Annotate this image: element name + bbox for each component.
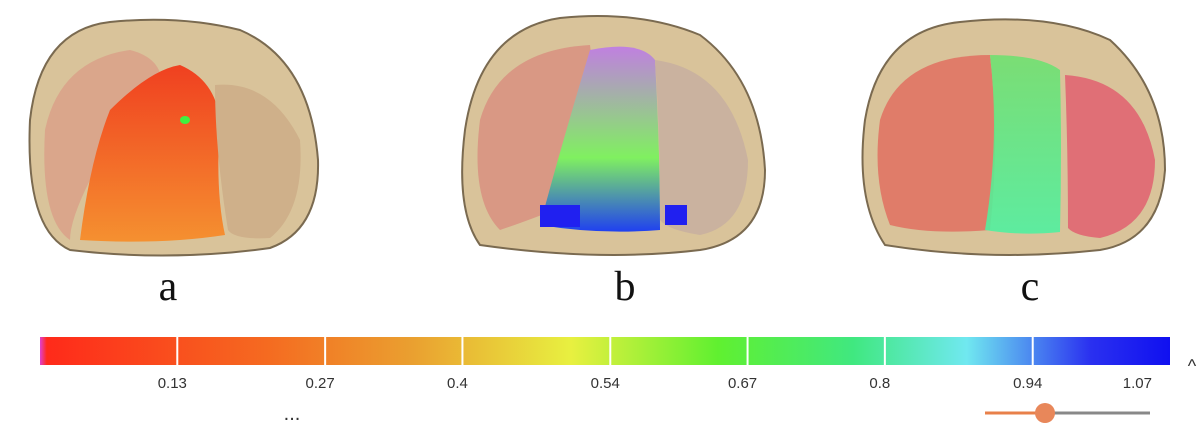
panel-label: a [159, 264, 178, 310]
slider-thumb[interactable] [1035, 403, 1055, 423]
render-c [863, 19, 1166, 255]
figure: a b c 0.13 0.27 0.4 0.54 0.67 0.8 0.94 1.07 ...… [0, 0, 1199, 425]
colorbar-tick-label: 0.8 [869, 375, 890, 392]
colorbar-tick-label: 0.67 [728, 375, 757, 392]
toggle[interactable]: ^ [1188, 356, 1197, 376]
panel-label: b [615, 264, 636, 310]
colorbar-tick-label: 0.94 [1013, 375, 1042, 392]
colorbar [40, 337, 1170, 365]
render-a [30, 20, 319, 256]
colorbar-tick-label: 0.27 [306, 375, 335, 392]
render-b [462, 16, 765, 255]
slider[interactable] [985, 403, 1150, 423]
colorbar-tick-label: 0.4 [447, 375, 468, 392]
colorbar-tick-label: 1.07 [1123, 375, 1152, 392]
colorbar-tick-label: 0.54 [591, 375, 620, 392]
more-indicator[interactable]: ... [284, 403, 301, 425]
panel-label: c [1021, 264, 1040, 310]
page: a b c 0.13 0.27 0.4 0.54 0.67 0.8 0.94 1.07 ...… [0, 0, 1199, 425]
colorbar-tick-label: 0.13 [158, 375, 187, 392]
